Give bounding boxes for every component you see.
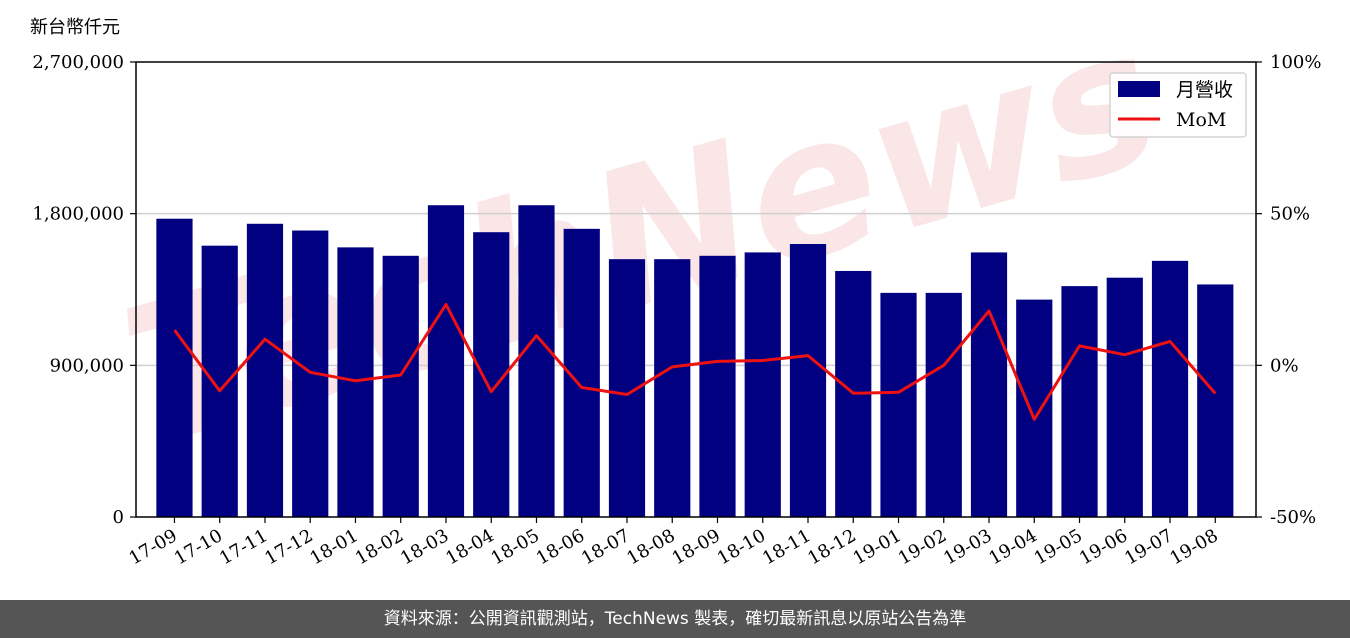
x-tick-label: 18-04 [442, 525, 497, 569]
x-tick-label: 19-07 [1121, 525, 1176, 569]
x-tick-label: 18-02 [352, 525, 407, 569]
right-tick-label: 100% [1270, 52, 1321, 73]
bar [1151, 260, 1189, 517]
x-tick-label: 18-08 [623, 525, 678, 569]
mom-line [173, 302, 1217, 421]
bar [744, 252, 781, 518]
x-tick-label: 18-10 [714, 525, 769, 569]
bar [699, 255, 736, 517]
line-series [173, 302, 1217, 421]
x-tick-label: 19-01 [850, 525, 905, 569]
left-axis: 0 900,000 1,800,000 2,700,000 [32, 52, 136, 528]
bar [789, 244, 827, 517]
x-tick-label: 19-03 [940, 525, 995, 569]
bar [1197, 284, 1234, 517]
x-axis: 17-0917-1017-1117-1218-0118-0218-0318-04… [126, 517, 1222, 569]
legend: 月營收 MoM [1109, 72, 1247, 138]
x-tick-label: 18-06 [533, 525, 588, 569]
x-tick-label: 17-11 [216, 525, 271, 569]
x-tick-label: 19-04 [985, 525, 1040, 569]
x-tick-label: 19-02 [895, 525, 950, 569]
bar [970, 252, 1008, 518]
right-axis: -50% 0% 50% 100% [1256, 52, 1321, 528]
x-tick-label: 19-08 [1166, 525, 1221, 569]
bar [1061, 286, 1098, 517]
y-unit-label: 新台幣仟元 [30, 17, 120, 38]
left-tick-label: 2,700,000 [32, 52, 124, 73]
x-tick-label: 19-06 [1076, 525, 1131, 569]
right-tick-label: 50% [1270, 204, 1310, 225]
bar [201, 245, 238, 517]
bar [1016, 299, 1053, 517]
bar [925, 292, 962, 517]
plot-frame [135, 61, 1257, 518]
x-tick-label: 18-09 [669, 525, 724, 569]
bar [1106, 277, 1143, 517]
x-tick-label: 19-05 [1031, 525, 1086, 569]
bar [654, 259, 691, 517]
bar [246, 223, 284, 517]
x-tick-label: 18-11 [759, 525, 814, 569]
x-tick-label: 17-12 [261, 525, 316, 569]
left-tick-label: 900,000 [50, 355, 124, 376]
legend-label-bar: 月營收 [1176, 79, 1233, 101]
left-tick-label: 0 [113, 507, 124, 528]
bar-series [156, 205, 1234, 518]
bar [427, 205, 465, 518]
x-tick-label: 18-07 [578, 525, 633, 569]
right-tick-label: 0% [1270, 355, 1299, 376]
x-tick-label: 17-10 [171, 525, 226, 569]
bar [880, 292, 917, 517]
x-tick-label: 18-12 [804, 525, 859, 569]
footer-source: 資料來源：公開資訊觀測站，TechNews 製表，確切最新訊息以原站公告為準 [0, 600, 1350, 638]
legend-label-line: MoM [1176, 109, 1226, 131]
x-tick-label: 18-05 [488, 525, 543, 569]
legend-swatch-bar [1118, 81, 1160, 97]
left-tick-label: 1,800,000 [32, 204, 124, 225]
x-tick-label: 17-09 [126, 525, 181, 569]
bar [156, 218, 193, 517]
bar [518, 205, 555, 518]
x-tick-label: 18-03 [397, 525, 452, 569]
x-tick-label: 18-01 [307, 525, 362, 569]
right-tick-label: -50% [1270, 507, 1316, 528]
bar [382, 255, 419, 517]
plot-border [135, 61, 1257, 518]
